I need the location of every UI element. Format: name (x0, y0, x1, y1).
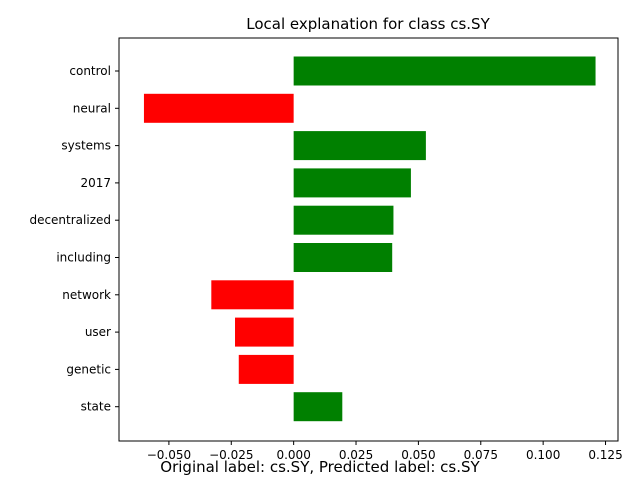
y-tick-label: decentralized (29, 213, 111, 227)
bar-control (293, 56, 596, 86)
y-tick-label: genetic (66, 362, 111, 376)
bar-2017 (293, 168, 411, 198)
bar-genetic (238, 354, 294, 384)
x-tick-label: 0.050 (401, 448, 435, 462)
bar-network (211, 280, 294, 310)
x-tick-label: −0.025 (209, 448, 253, 462)
bar-state (293, 392, 343, 422)
bars-group (143, 56, 596, 422)
y-tick-label: systems (61, 139, 111, 153)
y-tick-label: state (81, 400, 111, 414)
x-tick-label: 0.025 (339, 448, 373, 462)
bar-systems (293, 131, 426, 161)
bar-including (293, 243, 393, 272)
y-tick-label: network (62, 288, 111, 302)
x-tick-label: −0.050 (147, 448, 191, 462)
x-ticks: −0.050 −0.025 0.000 0.025 0.050 0.075 0.100 0.1… (147, 441, 623, 462)
x-tick-label: 0.100 (526, 448, 560, 462)
label-caption: Original label: cs.SY, Predicted label: … (160, 458, 480, 476)
y-tick-label: 2017 (80, 176, 111, 190)
x-tick-label: 0.125 (588, 448, 622, 462)
y-ticks: control neural systems 2017 decentralized inc… (29, 64, 119, 414)
bar-decentralized (293, 205, 394, 235)
bar-neural (143, 93, 294, 123)
plot-frame (118, 37, 619, 442)
bar-user (235, 317, 294, 347)
x-tick-label: 0.075 (464, 448, 498, 462)
y-tick-label: including (56, 251, 111, 265)
y-tick-label: control (69, 64, 111, 78)
y-tick-label: user (85, 325, 111, 339)
x-tick-label: 0.000 (276, 448, 310, 462)
chart-title: Local explanation for class cs.SY (246, 15, 490, 33)
y-tick-label: neural (73, 101, 111, 115)
